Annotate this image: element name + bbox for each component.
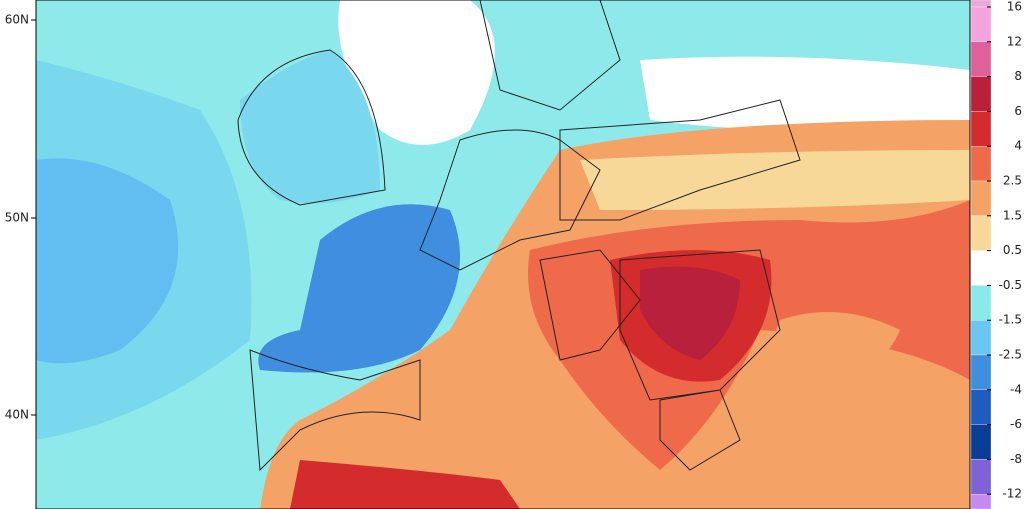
field-black-sea <box>773 312 900 390</box>
colorbar-label: 2.5 <box>1003 174 1022 188</box>
field-uk <box>240 50 380 204</box>
colorbar-label: -0.5 <box>999 278 1022 292</box>
field-blue <box>36 158 179 364</box>
field-light-warm <box>580 150 970 210</box>
colorbar-segment <box>970 41 992 77</box>
colorbar-segment <box>970 6 992 42</box>
colorbar-label: 4 <box>1014 139 1022 153</box>
colorbar: 16 12 8 6 4 2.5 1.5 0.5 -0.5 -1.5 -2.5 -4 -6 -8 -12 <box>970 0 1022 509</box>
colorbar-label: -8 <box>1010 452 1022 466</box>
field-france <box>258 204 460 373</box>
colorbar-label: 0.5 <box>1003 243 1022 257</box>
colorbar-segment <box>970 354 992 390</box>
colorbar-segment <box>970 76 992 112</box>
lat-label: 60N <box>5 13 29 27</box>
colorbar-segment <box>970 320 992 356</box>
map-frame <box>35 0 971 509</box>
colorbar-segment <box>970 424 992 460</box>
colorbar-segment <box>970 459 992 495</box>
lat-label: 40N <box>5 408 29 422</box>
colorbar-segment <box>970 494 992 509</box>
lat-label: 50N <box>5 211 29 225</box>
colorbar-label: 1.5 <box>1003 208 1022 222</box>
colorbar-segment <box>970 180 992 216</box>
colorbar-label: -2.5 <box>999 348 1022 362</box>
field-neutral-north-sea <box>338 0 495 145</box>
colorbar-label: -1.5 <box>999 313 1022 327</box>
colorbar-segment <box>970 0 992 8</box>
colorbar-label: 16 <box>1007 0 1022 14</box>
field-north-africa <box>290 460 520 509</box>
colorbar-label: -12 <box>1002 487 1022 501</box>
field-neutral-baltic <box>640 56 970 130</box>
colorbar-segment <box>970 111 992 147</box>
latitude-labels: 60N 50N 40N <box>5 13 36 422</box>
country-borders <box>237 0 801 472</box>
colorbar-label: 6 <box>1014 104 1022 118</box>
colorbar-label: 12 <box>1007 34 1022 48</box>
colorbar-label: -6 <box>1010 417 1022 431</box>
colorbar-label: 8 <box>1014 69 1022 83</box>
anomaly-field <box>36 0 970 509</box>
colorbar-segment <box>970 389 992 425</box>
field-extreme <box>640 266 740 360</box>
colorbar-segment <box>970 285 992 321</box>
colorbar-label: -4 <box>1010 382 1022 396</box>
colorbar-segment <box>970 146 992 182</box>
colorbar-segment <box>970 250 992 286</box>
colorbar-segment <box>970 215 992 251</box>
